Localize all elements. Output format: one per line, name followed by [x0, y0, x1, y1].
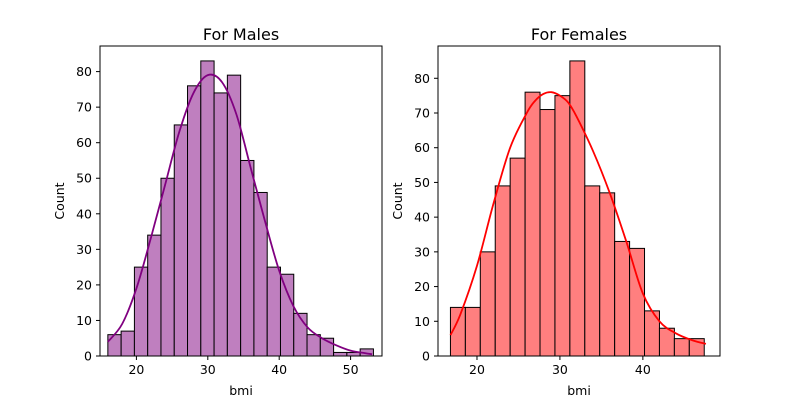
y-tick-label: 40: [414, 210, 430, 225]
chart-title: For Males: [203, 25, 279, 44]
histogram-bar: [629, 247, 646, 357]
y-tick-label: 70: [76, 100, 92, 115]
males-histogram-panel: For Males bmi Count 20 30 40 50 0 10 20 30 40 50 6…: [52, 25, 383, 398]
histogram-bar: [293, 312, 308, 357]
x-axis-label: bmi: [567, 383, 591, 398]
y-tick-label: 60: [76, 135, 92, 150]
y-tick-label: 80: [414, 71, 430, 86]
y-tick-label: 10: [76, 313, 92, 328]
x-tick-label: 40: [271, 362, 287, 377]
y-tick-label: 40: [76, 206, 92, 221]
histogram-bar: [187, 85, 202, 357]
histogram-bar: [160, 177, 175, 357]
y-tick-label: 0: [84, 349, 92, 364]
y-tick-label: 10: [414, 314, 430, 329]
y-tick-label: 80: [76, 64, 92, 79]
histogram-bar: [673, 338, 690, 357]
histogram-bar: [509, 157, 526, 357]
y-axis-label: Count: [52, 182, 67, 219]
x-tick-label: 50: [343, 362, 359, 377]
histogram-bar: [266, 266, 281, 357]
histogram-bar: [614, 240, 631, 357]
histogram-bars: [449, 60, 705, 357]
plot-frame: [99, 45, 383, 357]
histogram-bar: [147, 234, 162, 357]
x-tick-label: 30: [200, 362, 216, 377]
y-tick-label: 20: [414, 279, 430, 294]
histogram-bar: [173, 124, 189, 357]
kde-curve: [449, 91, 707, 345]
plot-frame: [437, 45, 721, 357]
x-axis-label: bmi: [229, 383, 253, 398]
y-tick-label: 30: [76, 242, 92, 257]
histogram-bar: [107, 334, 122, 357]
histogram-bar: [584, 185, 601, 357]
y-axis-label: Count: [390, 182, 405, 219]
histogram-bar: [133, 266, 149, 357]
females-histogram-panel: For Females bmi Count 20 30 40 0 10 20 30 40 50 6…: [390, 25, 721, 398]
histogram-bar: [494, 185, 511, 357]
chart-title: For Females: [531, 25, 627, 44]
histogram-bar: [279, 273, 295, 357]
y-tick-label: 30: [414, 244, 430, 259]
histogram-bar: [240, 159, 255, 357]
histogram-bar: [253, 191, 268, 357]
y-tick-label: 20: [76, 277, 92, 292]
histogram-bar: [120, 330, 135, 357]
histogram-bar: [539, 109, 556, 357]
x-tick-label: 40: [635, 362, 651, 377]
histogram-bar: [306, 334, 321, 357]
histogram-bar: [213, 92, 228, 357]
kde-curve: [107, 73, 373, 356]
histogram-bar: [658, 327, 675, 357]
histogram-bar: [226, 74, 242, 357]
histogram-bar: [200, 60, 215, 357]
histogram-bar: [333, 351, 348, 357]
x-tick-label: 20: [128, 362, 144, 377]
histogram-bar: [554, 95, 571, 357]
x-tick-label: 30: [552, 362, 568, 377]
x-tick-label: 20: [469, 362, 485, 377]
histogram-bar: [599, 192, 616, 357]
y-tick-label: 60: [414, 140, 430, 155]
histogram-bars: [107, 60, 374, 357]
histogram-bar: [524, 91, 541, 357]
histogram-bar: [569, 60, 586, 357]
y-tick-label: 50: [414, 175, 430, 190]
y-tick-label: 70: [414, 105, 430, 120]
y-tick-label: 0: [422, 349, 430, 364]
y-tick-label: 50: [76, 171, 92, 186]
histogram-bar: [464, 306, 481, 357]
histogram-bar: [479, 251, 496, 357]
